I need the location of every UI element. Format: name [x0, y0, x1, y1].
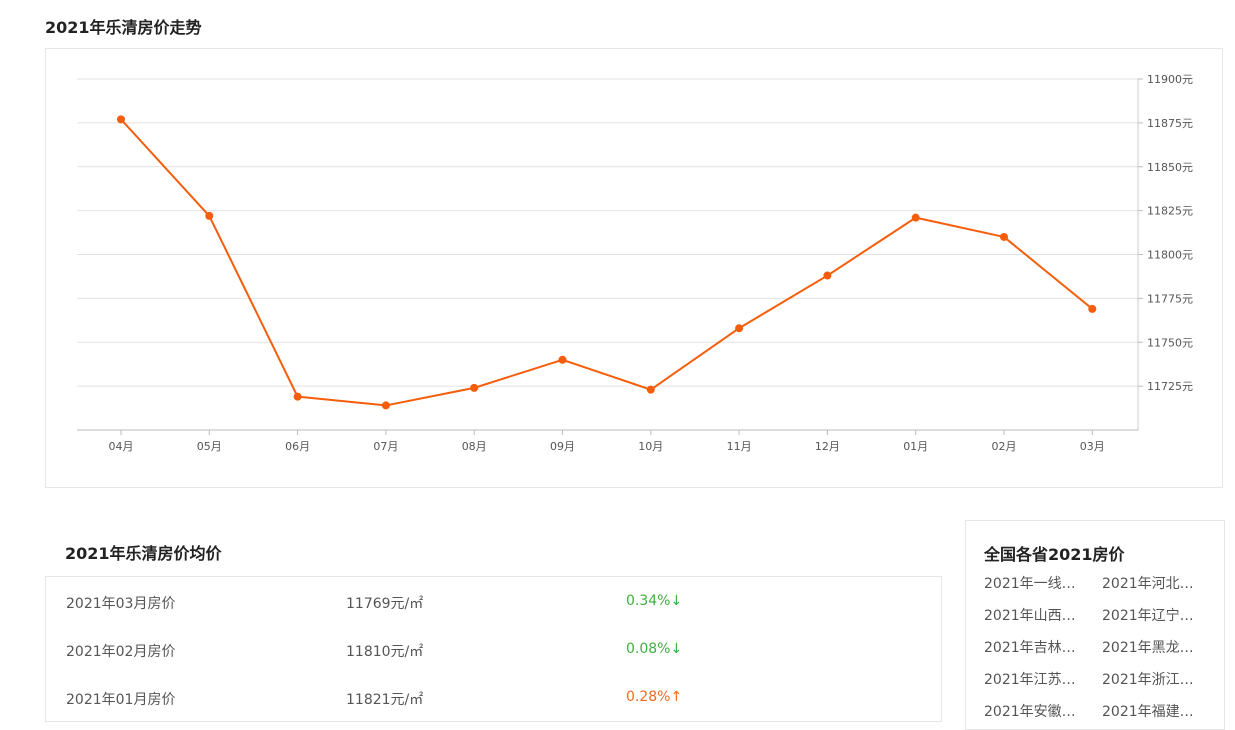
series-line — [120, 118, 1093, 407]
x-tick-label: 05月 — [197, 440, 222, 453]
y-tick-label: 11875元 — [1147, 117, 1193, 130]
row-change: 0.34%↓ — [626, 593, 683, 609]
province-panel: 全国各省2021房价 2021年一线城市房价 2021年河北省房价 2021年山… — [965, 520, 1225, 730]
province-link[interactable]: 2021年黑龙江省房价 — [1102, 640, 1206, 656]
x-tick-label: 03月 — [1080, 440, 1105, 453]
row-price: 11821元/㎡ — [346, 692, 424, 708]
row-change: 0.08%↓ — [626, 641, 683, 657]
x-tick-label: 11月 — [727, 440, 752, 453]
data-point — [117, 115, 125, 124]
province-link[interactable]: 2021年安徽省房价 — [984, 704, 1088, 720]
table-row: 2021年03月房价 11769元/㎡ 0.34%↓ — [46, 577, 941, 625]
line-chart-svg: 11725元 11750元 11775元 11800元 11825元 11850元 1187… — [77, 73, 1193, 453]
table-row: 2021年01月房价 11821元/㎡ 0.28%↑ — [46, 673, 941, 721]
row-change: 0.28%↑ — [626, 689, 683, 705]
x-tick-label: 12月 — [815, 440, 840, 453]
province-link[interactable]: 2021年浙江省房价 — [1102, 672, 1206, 688]
data-point — [911, 213, 920, 222]
data-point — [1000, 232, 1008, 241]
row-month: 2021年02月房价 — [66, 644, 176, 660]
avg-price-table: 2021年03月房价 11769元/㎡ 0.34%↓ 2021年02月房价 11… — [45, 576, 942, 722]
x-tick-label: 10月 — [638, 440, 663, 453]
data-point — [205, 211, 214, 220]
chart-title: 2021年乐清房价走势 — [45, 18, 202, 37]
row-price: 11810元/㎡ — [346, 644, 424, 660]
y-tick-label: 11725元 — [1147, 380, 1193, 393]
row-price: 11769元/㎡ — [346, 596, 424, 612]
x-tick-label: 04月 — [109, 440, 134, 453]
province-link[interactable]: 2021年福建省房价 — [1102, 704, 1206, 720]
row-month: 2021年03月房价 — [66, 596, 176, 612]
price-trend-chart: 11725元 11750元 11775元 11800元 11825元 11850元 1187… — [45, 48, 1223, 488]
data-point — [381, 401, 390, 410]
data-point — [735, 324, 744, 333]
province-link[interactable]: 2021年辽宁省房价 — [1102, 608, 1206, 624]
x-tick-label: 02月 — [992, 440, 1017, 453]
data-point — [823, 271, 832, 280]
y-tick-label: 11750元 — [1147, 336, 1193, 349]
province-link[interactable]: 2021年山西省房价 — [984, 608, 1088, 624]
province-link[interactable]: 2021年河北省房价 — [1102, 576, 1206, 592]
x-tick-label: 01月 — [903, 440, 928, 453]
table-row: 2021年02月房价 11810元/㎡ 0.08%↓ — [46, 625, 941, 673]
province-link[interactable]: 2021年江苏省房价 — [984, 672, 1088, 688]
x-tick-label: 07月 — [373, 440, 398, 453]
data-point — [1088, 304, 1097, 313]
x-tick-label: 08月 — [462, 440, 487, 453]
data-point — [293, 392, 302, 401]
province-link[interactable]: 2021年吉林省房价 — [984, 640, 1088, 656]
data-point — [470, 383, 479, 392]
province-title: 全国各省2021房价 — [984, 545, 1125, 564]
y-tick-label: 11850元 — [1147, 161, 1193, 174]
x-tick-label: 09月 — [550, 440, 575, 453]
y-tick-label: 11775元 — [1147, 292, 1193, 305]
data-point — [646, 385, 655, 394]
data-point — [558, 355, 567, 364]
y-tick-label: 11825元 — [1147, 205, 1193, 218]
y-tick-label: 11800元 — [1147, 249, 1193, 262]
avg-price-title: 2021年乐清房价均价 — [65, 544, 222, 563]
x-tick-label: 06月 — [285, 440, 310, 453]
row-month: 2021年01月房价 — [66, 692, 176, 708]
y-tick-label: 11900元 — [1147, 73, 1193, 86]
province-link[interactable]: 2021年一线城市房价 — [984, 576, 1088, 592]
